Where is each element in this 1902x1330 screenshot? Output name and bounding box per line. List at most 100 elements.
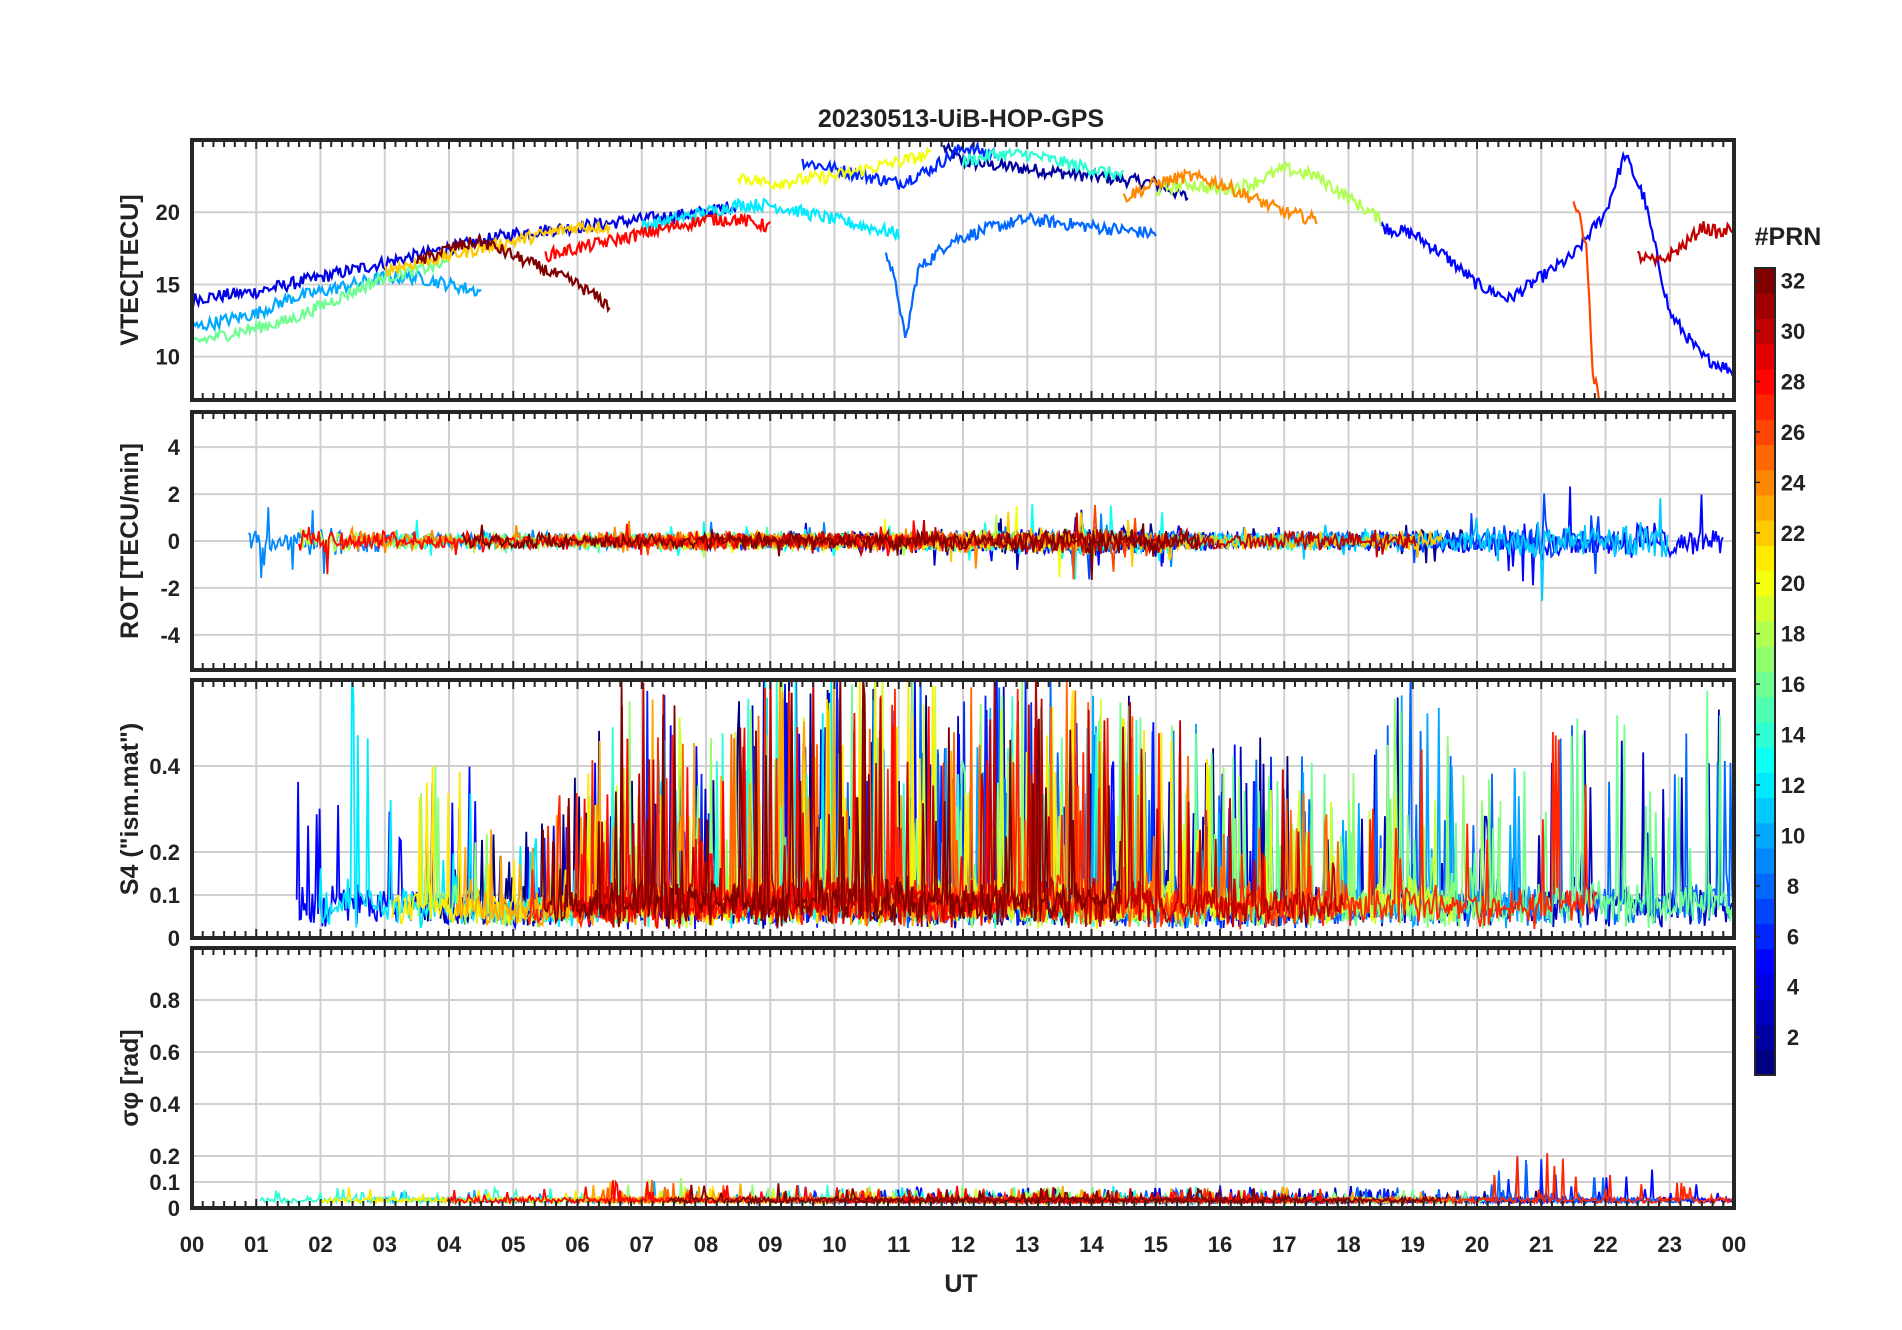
colorbar-tick-label: 28	[1781, 369, 1805, 394]
x-tick-label: 09	[758, 1232, 782, 1257]
x-tick-label: 04	[437, 1232, 462, 1257]
colorbar-segment	[1755, 570, 1775, 597]
colorbar-segment	[1755, 368, 1775, 395]
colorbar-segment	[1755, 444, 1775, 471]
y-tick-label: 0	[168, 529, 180, 554]
colorbar-segment	[1755, 696, 1775, 723]
colorbar-segment	[1755, 1024, 1775, 1051]
panel-vtec: 10 15 20 VTEC[TECU]	[116, 138, 1736, 402]
prn-2-line	[942, 141, 1189, 202]
colorbar-segment	[1755, 268, 1775, 294]
prn-32-line	[415, 234, 611, 314]
colorbar-tick-label: 20	[1781, 571, 1805, 596]
prn-30-line	[1636, 221, 1734, 269]
colorbar-segment	[1755, 948, 1775, 975]
colorbar-segment	[1755, 621, 1775, 647]
panel-s4: 0 0.1 0.2 0.4S4 ("ism.mat")	[116, 678, 1736, 951]
colorbar-segment	[1755, 293, 1775, 319]
x-tick-label: 00	[180, 1232, 204, 1257]
colorbar-tick-label: 18	[1781, 622, 1805, 647]
colorbar-segment	[1755, 797, 1775, 824]
colorbar-segment	[1755, 671, 1775, 698]
x-tick-label: 15	[1144, 1232, 1168, 1257]
x-tick-label: 16	[1208, 1232, 1232, 1257]
colorbar-segment	[1755, 646, 1775, 672]
colorbar-tick-label: 6	[1787, 924, 1799, 949]
prn-10-line	[192, 267, 482, 333]
colorbar-segment	[1755, 898, 1775, 925]
prn-6-line	[801, 140, 997, 190]
axes-frame	[190, 138, 1736, 402]
y-tick-label: 0.6	[149, 1040, 180, 1065]
x-tick-label: 18	[1336, 1232, 1360, 1257]
x-tick-label: 01	[244, 1232, 268, 1257]
prn-32-trace	[666, 1183, 1443, 1206]
figure-title: 20230513-UiB-HOP-GPS	[818, 105, 1104, 133]
panel-rot: -4 -2 0 2 4 ROT [TECU/min]	[116, 410, 1736, 672]
colorbar-segment	[1755, 923, 1775, 950]
x-tick-label: 17	[1272, 1232, 1296, 1257]
y-tick-label: 0.1	[149, 883, 180, 908]
colorbar-tick-label: 22	[1781, 521, 1805, 546]
x-tick-label: 07	[630, 1232, 654, 1257]
x-tick-label: 19	[1401, 1232, 1425, 1257]
x-tick-label: 03	[373, 1232, 397, 1257]
colorbar-tick-label: 2	[1787, 1025, 1799, 1050]
colorbar-segment	[1755, 469, 1775, 496]
prn-5-line	[1379, 150, 1734, 378]
x-tick-label: 05	[501, 1232, 525, 1257]
prn-20-line	[737, 146, 932, 191]
colorbar-tick-label: 32	[1781, 269, 1805, 294]
y-axis-label: σφ [rad]	[116, 1029, 144, 1127]
y-tick-label: 0.1	[149, 1170, 180, 1195]
y-axis-label: VTEC[TECU]	[116, 194, 144, 345]
x-tick-label: 10	[822, 1232, 846, 1257]
prn-24-line	[1122, 167, 1318, 225]
grid-lines	[191, 140, 1735, 400]
y-tick-label: 0	[168, 926, 180, 951]
colorbar-segment	[1755, 848, 1775, 874]
x-tick-label: 08	[694, 1232, 718, 1257]
y-tick-label: 0	[168, 1196, 180, 1221]
axes-frame	[190, 678, 1736, 940]
colorbar-segment	[1755, 595, 1775, 622]
x-tick-label: 13	[1015, 1232, 1039, 1257]
colorbar-segment	[1755, 772, 1775, 799]
colorbar-segment	[1755, 343, 1775, 370]
axes-frame	[190, 410, 1736, 672]
y-axis-label: S4 ("ism.mat")	[116, 723, 144, 895]
colorbar-segment	[1755, 394, 1775, 420]
colorbar-tick-label: 4	[1787, 975, 1800, 1000]
series-group	[295, 680, 1734, 931]
colorbar-segment	[1755, 318, 1775, 345]
colorbar-segment	[1755, 520, 1775, 546]
colorbar-segment	[1755, 747, 1775, 773]
prn-16-line	[192, 257, 450, 346]
colorbar-segment	[1755, 822, 1775, 849]
y-tick-label: 20	[156, 200, 180, 225]
prn-32-trace	[461, 523, 1199, 581]
prn-26-line	[1572, 200, 1601, 400]
prn-28-line	[544, 212, 772, 263]
x-tick-label: 23	[1658, 1232, 1682, 1257]
colorbar-tick-label: 8	[1787, 874, 1799, 899]
y-tick-label: 0.4	[149, 1092, 180, 1117]
colorbar-label: #PRN	[1755, 223, 1822, 251]
x-tick-label: 22	[1593, 1232, 1617, 1257]
x-tick-label: 00	[1722, 1232, 1746, 1257]
y-tick-label: 10	[156, 345, 180, 370]
y-tick-label: 0.2	[149, 1144, 180, 1169]
prn-4-line	[192, 201, 739, 309]
colorbar-segment	[1755, 1049, 1775, 1076]
colorbar-tick-label: 16	[1781, 672, 1805, 697]
colorbar-tick-label: 26	[1781, 420, 1805, 445]
x-tick-label: 11	[887, 1232, 910, 1257]
y-tick-label: 0.2	[149, 840, 180, 865]
x-tick-label: 02	[308, 1232, 332, 1257]
series-group	[248, 486, 1724, 601]
y-tick-label: 2	[168, 482, 180, 507]
y-axis-label: ROT [TECU/min]	[116, 443, 144, 639]
colorbar-segment	[1755, 721, 1775, 748]
colorbar-segment	[1755, 974, 1775, 1000]
